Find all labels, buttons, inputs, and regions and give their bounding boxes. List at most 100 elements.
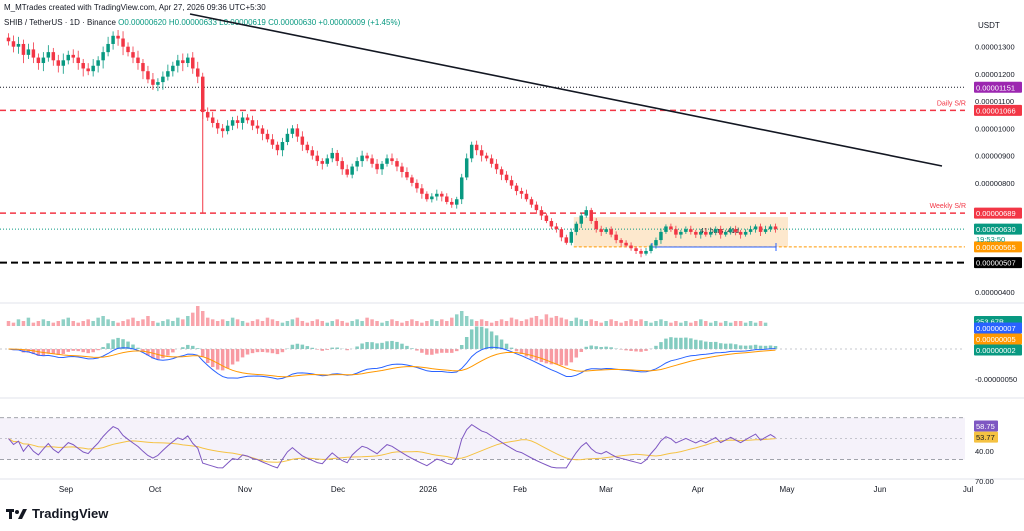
candle-body — [504, 174, 509, 181]
volume-bar — [111, 321, 115, 326]
candle-body — [265, 133, 270, 140]
candle-body — [629, 245, 633, 249]
volume-bar — [440, 319, 444, 326]
candle-body — [300, 136, 305, 145]
volume-bar — [738, 321, 743, 326]
price-tag-box — [974, 223, 1022, 235]
macd-histogram-bar — [689, 338, 693, 349]
volume-bar — [265, 317, 270, 326]
volume-bar — [126, 319, 130, 326]
macd-histogram-bar — [76, 349, 80, 352]
volume-bar — [41, 319, 46, 326]
volume-bar — [634, 321, 638, 326]
volume-tag-label: 253.67B — [976, 318, 1004, 327]
candle-body — [51, 52, 56, 61]
volume-bar — [713, 321, 718, 326]
candle-body — [146, 71, 150, 80]
volume-bar — [743, 322, 748, 326]
candle-body — [16, 43, 21, 47]
volume-bar — [146, 316, 150, 326]
volume-bar — [733, 321, 738, 326]
macd-histogram-bar — [255, 349, 260, 353]
rsi-tag-box — [974, 420, 998, 432]
volume-bar — [435, 321, 439, 326]
macd-histogram-bar — [330, 347, 334, 349]
volume-bar — [494, 321, 499, 326]
change-value: +0.00000009 (+1.45%) — [318, 18, 401, 27]
volume-bar — [186, 316, 190, 326]
macd-axis-tick: -0.00000050 — [975, 375, 1017, 384]
candle-body — [315, 155, 320, 162]
candle-body — [549, 221, 554, 227]
candle-body — [410, 177, 414, 183]
volume-bar — [579, 319, 584, 326]
symbol-label[interactable]: SHIB / TetherUS · 1D · Binance — [4, 18, 116, 27]
macd-histogram-bar — [225, 349, 230, 369]
candle-body — [320, 161, 325, 164]
candle-body — [196, 68, 200, 77]
currency-label: USDT — [978, 21, 1000, 30]
macd-histogram-bar — [196, 348, 200, 349]
volume-bar — [61, 319, 66, 326]
macd-histogram-bar — [91, 349, 95, 353]
candle-body — [455, 199, 459, 205]
volume-bar — [205, 317, 210, 326]
macd-histogram-bar — [31, 349, 36, 355]
macd-histogram-bar — [305, 346, 310, 349]
macd-histogram-bar — [230, 349, 235, 365]
macd-histogram-bar — [380, 342, 384, 349]
candle-body — [459, 177, 464, 200]
candle-body — [464, 158, 469, 178]
candle-body — [699, 231, 703, 235]
candle-body — [191, 57, 195, 69]
volume-bar — [171, 321, 175, 326]
volume-bar — [305, 322, 310, 326]
candle-body — [31, 49, 36, 58]
time-axis-tick: May — [779, 485, 794, 494]
candle-body — [151, 79, 155, 85]
volume-bar — [101, 316, 105, 326]
volume-bar — [669, 322, 673, 326]
volume-bar — [340, 321, 344, 326]
macd-tag-label: 0.00000007 — [976, 324, 1016, 333]
volume-bar — [614, 321, 618, 326]
price-tag-box — [974, 81, 1022, 93]
candle-body — [559, 229, 564, 238]
volume-bar — [489, 322, 494, 326]
candle-body — [136, 57, 140, 64]
macd-histogram-bar — [126, 341, 130, 349]
macd-histogram-bar — [186, 344, 190, 349]
volume-bar — [679, 322, 683, 326]
macd-histogram-bar — [375, 343, 379, 349]
candle-body — [659, 231, 663, 241]
macd-histogram-bar — [26, 349, 31, 353]
candle-body — [96, 60, 100, 66]
macd-histogram-bar — [200, 349, 205, 357]
volume-bar — [365, 317, 369, 326]
candle-body — [733, 229, 738, 232]
volume-bar — [484, 321, 489, 326]
price-axis-tick: 0.00001200 — [975, 70, 1015, 79]
macd-histogram-bar — [181, 347, 185, 349]
macd-signal-line — [8, 348, 776, 378]
candle-body — [609, 229, 613, 235]
macd-histogram-bar — [430, 349, 434, 355]
macd-histogram-bar — [474, 326, 479, 349]
volume-bar — [121, 321, 125, 326]
candle-body — [6, 37, 11, 42]
volume-bar — [524, 319, 529, 326]
candle-body — [489, 158, 494, 164]
volume-bar — [335, 319, 339, 326]
candle-body — [131, 52, 135, 58]
volume-bar — [220, 319, 225, 326]
macd-histogram-bar — [191, 345, 195, 349]
candle-body — [181, 60, 185, 64]
volume-bar — [704, 321, 708, 326]
macd-histogram-bar — [459, 345, 464, 349]
candle-body — [71, 54, 75, 58]
macd-histogram-bar — [709, 341, 713, 349]
chart-canvas[interactable]: 0.00001300 0.00001200 0.00001100 0.00001000… — [0, 0, 1024, 500]
candle-body — [350, 166, 354, 175]
candle-body — [534, 204, 539, 211]
candle-body — [26, 49, 31, 55]
